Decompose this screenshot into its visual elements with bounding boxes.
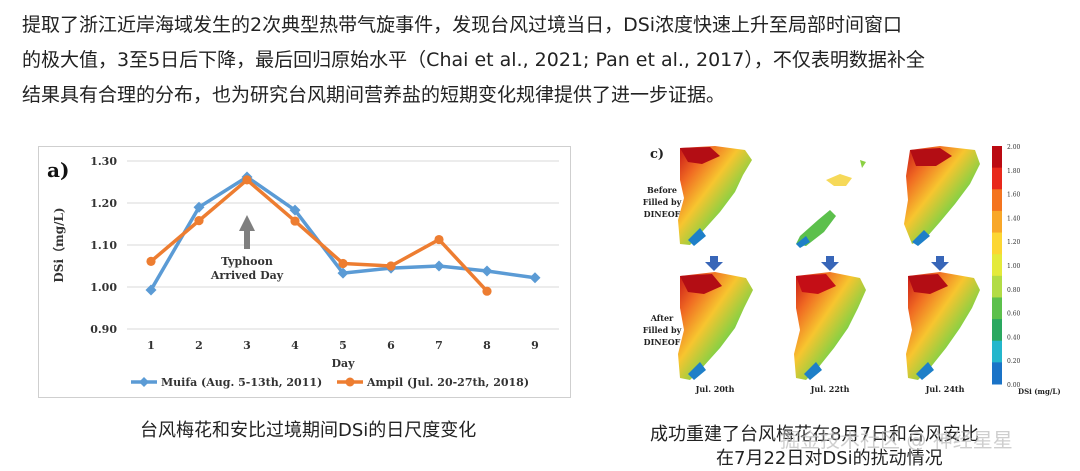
before-label-1: Before bbox=[647, 185, 677, 195]
panel-c-label: c) bbox=[650, 147, 664, 162]
colorbar-segment bbox=[992, 275, 1002, 298]
watermark: 掘金技术社区 @ 神经星星 bbox=[780, 428, 1013, 452]
colorbar-tick-label: 1.20 bbox=[1007, 239, 1021, 246]
line-chart-svg: 0.90 1.00 1.10 1.20 1.30 1 2 3 4 5 6 7 8 9 a) Day DSi（mg… bbox=[47, 155, 559, 389]
caption-c-line-1: 成功重建了台风梅花在8月7日和台风安比 bbox=[650, 424, 979, 445]
y-tick-label: 0.90 bbox=[90, 323, 117, 336]
colorbar-tick-label: 2.00 bbox=[1007, 144, 1021, 151]
before-label-3: DINEOF bbox=[644, 209, 681, 219]
colorbar-segment bbox=[992, 362, 1002, 385]
y-tick-label: 1.30 bbox=[90, 155, 117, 168]
data-point bbox=[242, 175, 252, 185]
date-label-2: Jul. 22th bbox=[810, 384, 850, 394]
paragraph-line-1: 提取了浙江近岸海域发生的2次典型热带气旋事件，发现台风过境当日，DSi浓度快速上… bbox=[22, 14, 903, 36]
colorbar-segment bbox=[992, 297, 1002, 320]
colorbar-label: DSi (mg/L) bbox=[1018, 387, 1061, 396]
after-label-3: DINEOF bbox=[644, 337, 681, 347]
x-tick-label: 5 bbox=[339, 339, 347, 352]
line-chart-panel-a: 0.90 1.00 1.10 1.20 1.30 1 2 3 4 5 6 7 8 9 a) Day DSi（mg… bbox=[38, 146, 571, 398]
y-axis-title: DSi（mg/L) bbox=[51, 207, 66, 282]
colorbar-segment bbox=[992, 167, 1002, 190]
x-tick-label: 7 bbox=[435, 339, 443, 352]
x-tick-label: 6 bbox=[387, 339, 395, 352]
caption-a: 台风梅花和安比过境期间DSi的日尺度变化 bbox=[140, 420, 477, 441]
paragraph-line-2: 的极大值，3至5日后下降，最后回归原始水平（Chai et al., 2021;… bbox=[22, 49, 925, 71]
legend-label: Muifa (Aug. 5-13th, 2011) bbox=[161, 376, 322, 389]
data-point bbox=[529, 272, 541, 284]
panel-a-label: a) bbox=[47, 158, 69, 182]
data-point bbox=[337, 267, 349, 279]
colorbar-segment bbox=[992, 340, 1002, 363]
map-after-jul20 bbox=[678, 272, 753, 380]
data-point bbox=[482, 286, 492, 296]
series-line-2 bbox=[149, 178, 489, 293]
data-point bbox=[289, 204, 301, 216]
data-point bbox=[434, 234, 444, 245]
after-label-2: Filled by bbox=[643, 325, 682, 335]
colorbar: 2.00 1.80 1.60 1.40 1.20 1.00 0.80 0.60 0.40 0.20… bbox=[992, 144, 1021, 389]
data-point bbox=[146, 256, 156, 266]
x-tick-label: 4 bbox=[291, 339, 299, 352]
colorbar-tick-label: 0.20 bbox=[1007, 358, 1021, 365]
map-before-jul20 bbox=[678, 146, 752, 246]
map-before-jul22 bbox=[796, 160, 866, 248]
data-point bbox=[290, 216, 300, 226]
down-arrows bbox=[705, 256, 949, 271]
y-tick-label: 1.00 bbox=[90, 281, 117, 294]
colorbar-segment bbox=[992, 254, 1002, 277]
data-point bbox=[433, 260, 445, 272]
colorbar-tick-label: 0.60 bbox=[1007, 311, 1021, 318]
data-point bbox=[194, 216, 204, 226]
colorbar-tick-label: 0.80 bbox=[1007, 287, 1021, 294]
y-tick-label: 1.10 bbox=[90, 239, 117, 252]
colorbar-segment bbox=[992, 146, 1002, 169]
colorbar-segment bbox=[992, 232, 1002, 255]
data-point bbox=[338, 258, 348, 269]
date-label-1: Jul. 20th bbox=[695, 384, 735, 394]
legend-label: Ampil (Jul. 20-27th, 2018) bbox=[366, 376, 529, 389]
map-before-jul24 bbox=[904, 146, 980, 246]
before-label-2: Filled by bbox=[643, 197, 682, 207]
annotation-line-2: Arrived Day bbox=[210, 269, 284, 282]
colorbar-tick-label: 1.40 bbox=[1007, 215, 1021, 222]
after-label-1: After bbox=[650, 313, 674, 323]
map-figure-svg: c) Before Filled by DINEOF After Filled … bbox=[643, 144, 1061, 396]
x-axis-title: Day bbox=[331, 357, 355, 370]
paragraph-line-3: 结果具有合理的分布，也为研究台风期间营养盐的短期变化规律提供了进一步证据。 bbox=[22, 84, 726, 106]
intro-paragraph: 提取了浙江近岸海域发生的2次典型热带气旋事件，发现台风过境当日，DSi浓度快速上… bbox=[22, 8, 1062, 113]
map-after-jul24 bbox=[906, 272, 980, 380]
colorbar-tick-label: 0.00 bbox=[1007, 382, 1021, 389]
colorbar-segment bbox=[992, 319, 1002, 342]
annotation-arrow-shaft bbox=[244, 229, 250, 249]
colorbar-tick-label: 1.80 bbox=[1007, 168, 1021, 175]
annotation-arrow-head bbox=[239, 215, 255, 231]
data-point bbox=[145, 284, 157, 296]
colorbar-tick-label: 1.00 bbox=[1007, 263, 1021, 270]
legend-marker bbox=[139, 377, 149, 387]
legend-marker bbox=[345, 377, 355, 387]
caption-c-line-2: 在7月22日对DSi的扰动情况 bbox=[716, 448, 943, 469]
map-after-jul22 bbox=[794, 272, 866, 380]
colorbar-segment bbox=[992, 189, 1002, 212]
annotation-line-1: Typhoon bbox=[221, 255, 273, 268]
x-tick-label: 8 bbox=[483, 339, 491, 352]
map-panel-c: c) Before Filled by DINEOF After Filled … bbox=[640, 140, 1070, 398]
x-tick-label: 9 bbox=[531, 339, 539, 352]
data-point bbox=[481, 265, 493, 277]
date-label-3: Jul. 24th bbox=[925, 384, 965, 394]
data-point bbox=[193, 201, 205, 213]
colorbar-tick-label: 1.60 bbox=[1007, 192, 1021, 199]
x-tick-label: 3 bbox=[243, 339, 251, 352]
x-tick-label: 2 bbox=[195, 339, 203, 352]
y-tick-label: 1.20 bbox=[90, 197, 117, 210]
colorbar-segment bbox=[992, 210, 1002, 234]
colorbar-tick-label: 0.40 bbox=[1007, 334, 1021, 341]
x-tick-label: 1 bbox=[147, 339, 155, 352]
data-point bbox=[386, 261, 396, 271]
